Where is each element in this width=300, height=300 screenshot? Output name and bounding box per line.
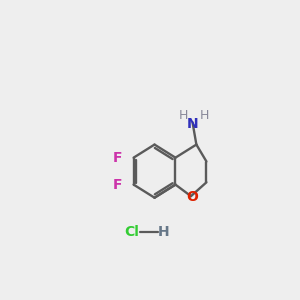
- Text: O: O: [187, 190, 198, 204]
- Text: H: H: [200, 109, 210, 122]
- Text: N: N: [187, 117, 198, 131]
- Text: Cl: Cl: [124, 225, 140, 239]
- Text: F: F: [112, 178, 122, 192]
- Text: H: H: [178, 109, 188, 122]
- Text: F: F: [112, 151, 122, 165]
- Text: H: H: [158, 225, 169, 239]
